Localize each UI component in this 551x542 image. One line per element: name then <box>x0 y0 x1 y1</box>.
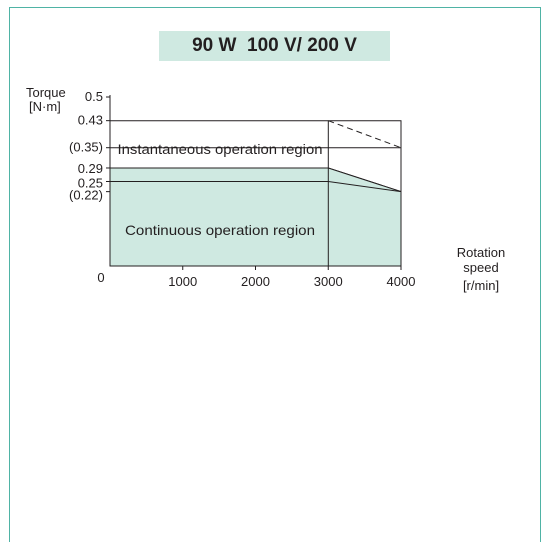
y-tick-label-1: 0.43 <box>78 113 103 128</box>
origin-label: 0 <box>97 270 104 285</box>
x-axis-label-line-3: [r/min] <box>463 278 499 293</box>
x-tick-label-2: 3000 <box>314 274 343 289</box>
y-axis-label-line-2: [N·m] <box>29 99 61 114</box>
y-tick-label-0: 0.5 <box>85 89 103 104</box>
chart-title: 90 W 100 V/ 200 V <box>159 31 390 61</box>
y-tick-label-5: (0.22) <box>69 188 103 203</box>
continuous-region-label: Continuous operation region <box>125 222 315 238</box>
continuous-region <box>109 167 402 267</box>
y-tick-label-3: 0.29 <box>78 161 103 176</box>
x-tick-label-0: 1000 <box>168 274 197 289</box>
x-tick-label-3: 4000 <box>387 274 416 289</box>
instantaneous-200v-dashed <box>328 120 402 149</box>
x-axis-label-line-2: speed <box>463 260 498 275</box>
y-tick-label-2: (0.35) <box>69 140 103 155</box>
instantaneous-region-label: Instantaneous operation region <box>118 141 323 157</box>
x-tick-label-1: 2000 <box>241 274 270 289</box>
y-tick-label-4: 0.25 <box>78 176 103 191</box>
chart-frame <box>9 7 541 542</box>
x-axis-label-line-1: Rotation <box>457 245 505 260</box>
y-axis-label-line-1: Torque <box>26 85 66 100</box>
